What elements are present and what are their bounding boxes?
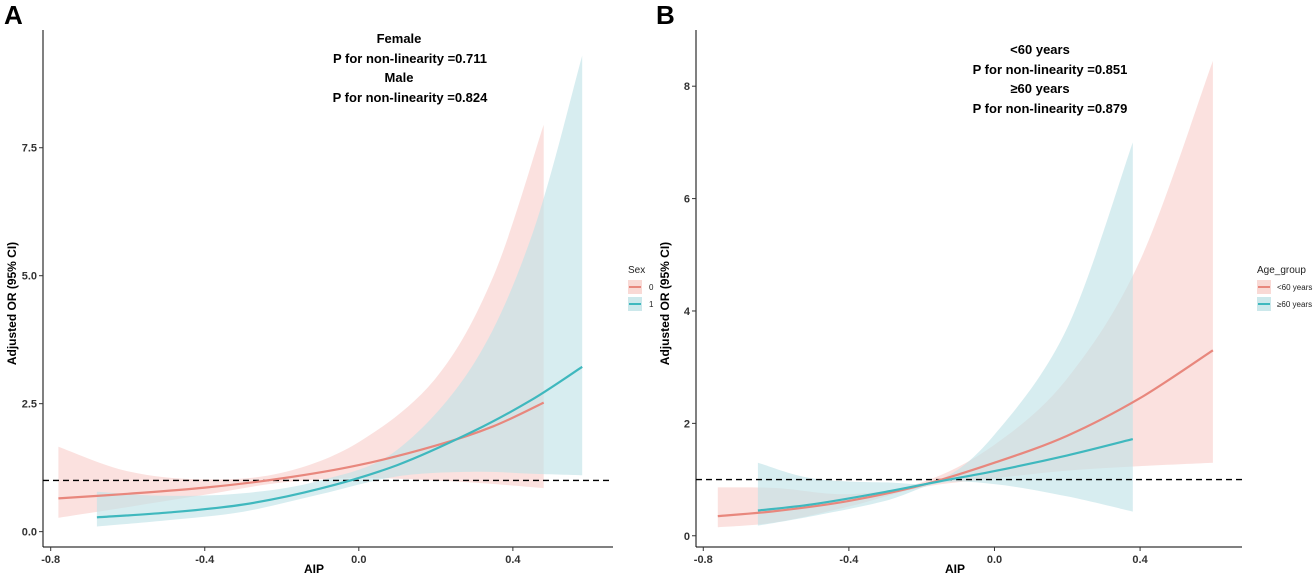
panel-b-band-series-0 (717, 60, 1213, 528)
panel-b-x-axis-label: AIP (945, 562, 965, 575)
panel-a-x-axis-label: AIP (304, 562, 324, 575)
panel-b-annotation-p-under-60: P for non-linearity =0.851 (973, 62, 1128, 77)
panel-b-y-tick-label: 2 (684, 418, 690, 430)
panel-b-annotation-p-over-60: P for non-linearity =0.879 (973, 101, 1128, 116)
panel-a-letter: A (4, 0, 23, 30)
panel-a-y-tick-label: 5.0 (22, 271, 37, 283)
panel-a-band-series-1 (96, 55, 583, 527)
panel-b-y-axis-label: Adjusted OR (95% CI) (658, 242, 672, 365)
panel-b-x-tick-label: 0.0 (987, 554, 1002, 566)
panel-b-legend-title: Age_group (1257, 265, 1306, 276)
panel-b-annotation-under-60: <60 years (1010, 42, 1070, 57)
panel-b-legend-label-0: <60 years (1277, 283, 1312, 292)
panel-a-y-tick-label: 2.5 (22, 399, 37, 411)
panel-a-annotation-p-female: P for non-linearity =0.711 (333, 51, 487, 66)
panel-b-y-tick-label: 0 (684, 531, 690, 543)
panel-a-x-tick-label: -0.4 (195, 554, 215, 566)
panel-a-x-tick-label: 0.4 (505, 554, 521, 566)
panel-b-letter: B (656, 0, 675, 30)
panel-b-legend-label-1: ≥60 years (1277, 300, 1312, 309)
panel-b-annotation-over-60: ≥60 years (1010, 81, 1069, 96)
panel-a-legend-label-0: 0 (649, 283, 654, 292)
panel-a-y-tick-label: 7.5 (22, 143, 37, 155)
panel-a-y-axis-label: Adjusted OR (95% CI) (5, 242, 19, 365)
panel-a-annotation-p-male: P for non-linearity =0.824 (333, 90, 489, 105)
panel-a-x-tick-label: 0.0 (351, 554, 366, 566)
panel-a-legend-label-1: 1 (649, 300, 654, 309)
panel-b-x-tick-label: 0.4 (1132, 554, 1148, 566)
panel-b-line-series-0 (717, 349, 1214, 518)
panel-a-x-tick-label: -0.8 (41, 554, 60, 566)
panel-b-y-tick-label: 8 (684, 81, 690, 93)
panel-a-line-series-1 (96, 365, 583, 519)
panel-a-band-series-0 (58, 124, 544, 518)
panel-a-legend-title: Sex (628, 265, 645, 276)
panel-b-y-tick-label: 6 (684, 194, 690, 206)
panel-b-x-tick-label: -0.8 (694, 554, 713, 566)
panel-b-y-tick-label: 4 (684, 306, 691, 318)
panel-b-x-tick-label: -0.4 (839, 554, 859, 566)
panel-b-legend: Age_group <60 years ≥60 years (1257, 265, 1312, 311)
panel-a-annotation-female: Female (377, 31, 422, 46)
panel-b-band-series-1 (757, 142, 1133, 526)
panel-a-annotation-male: Male (385, 70, 414, 85)
panel-a-legend: Sex 0 1 (628, 265, 654, 311)
panel-b: B -0.8 -0.4 0.0 0.4 0 2 4 6 8 AIP Adjusted OR (… (656, 0, 1312, 575)
panel-a-y-tick-label: 0.0 (22, 527, 37, 539)
panel-a-line-series-0 (58, 401, 545, 500)
panel-b-line-series-1 (757, 438, 1134, 512)
panel-a: A -0.8 -0.4 0.0 0.4 0.0 2.5 5.0 7.5 AIP Adjust… (4, 0, 654, 575)
